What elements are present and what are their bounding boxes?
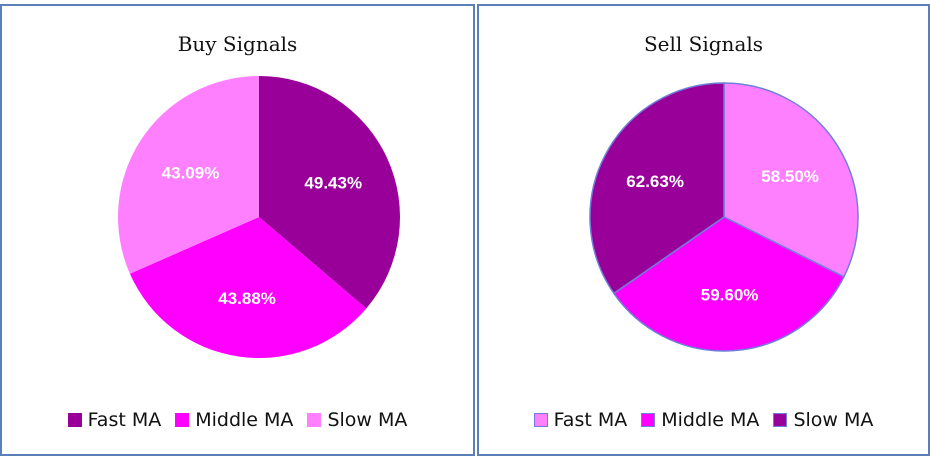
legend-swatch-slow-ma	[773, 413, 788, 427]
legend-swatch-fast-ma	[67, 413, 82, 427]
pie-slice-slow-ma	[118, 76, 259, 274]
legend-label-middle-ma: Middle MA	[195, 409, 294, 431]
sell-signals-panel: Sell Signals 58.50% 59.60% 62.63% Fast MA …	[477, 4, 930, 456]
legend-item-fast-ma: Fast MA	[67, 409, 162, 431]
legend-item-fast-ma: Fast MA	[533, 409, 628, 431]
pie-slice-middle-ma	[612, 216, 845, 352]
legend-label-slow-ma: Slow MA	[793, 409, 874, 431]
chart-title-sell: Sell Signals	[643, 32, 764, 56]
legend-swatch-middle-ma	[175, 413, 190, 427]
slice-label-slow-ma: 43.09%	[162, 163, 220, 182]
legend-swatch-middle-ma	[641, 413, 656, 427]
slice-label-middle-ma: 43.88%	[218, 289, 276, 308]
slice-label-middle-ma: 59.60%	[701, 286, 759, 305]
legend-swatch-fast-ma	[533, 413, 548, 427]
legend-item-slow-ma: Slow MA	[307, 409, 407, 431]
chart-title-buy: Buy Signals	[177, 32, 298, 56]
legend-label-fast-ma: Fast MA	[553, 409, 628, 431]
legend-item-middle-ma: Middle MA	[175, 409, 293, 431]
legend-label-fast-ma: Fast MA	[87, 409, 162, 431]
buy-signals-pie: 49.43% 43.88% 43.09%	[118, 76, 400, 358]
legend-label-slow-ma: Slow MA	[327, 409, 408, 431]
sell-legend: Fast MA Middle MA Slow MA	[479, 409, 928, 431]
slice-label-fast-ma: 49.43%	[304, 174, 362, 193]
slice-label-fast-ma: 58.50%	[761, 167, 819, 186]
buy-signals-panel: Buy Signals 49.43% 43.88% 43.09% Fast MA M…	[0, 4, 475, 456]
pie-slice-fast-ma	[259, 76, 400, 309]
pie-slice-middle-ma	[129, 217, 367, 358]
sell-signals-pie: 58.50% 59.60% 62.63%	[589, 82, 859, 352]
pie-slice-fast-ma	[723, 82, 859, 278]
legend-item-middle-ma: Middle MA	[641, 409, 759, 431]
buy-legend: Fast MA Middle MA Slow MA	[2, 409, 473, 431]
slice-label-slow-ma: 62.63%	[626, 172, 684, 191]
pie-slice-slow-ma	[589, 82, 725, 295]
legend-item-slow-ma: Slow MA	[773, 409, 873, 431]
legend-label-middle-ma: Middle MA	[661, 409, 760, 431]
legend-swatch-slow-ma	[307, 413, 322, 427]
